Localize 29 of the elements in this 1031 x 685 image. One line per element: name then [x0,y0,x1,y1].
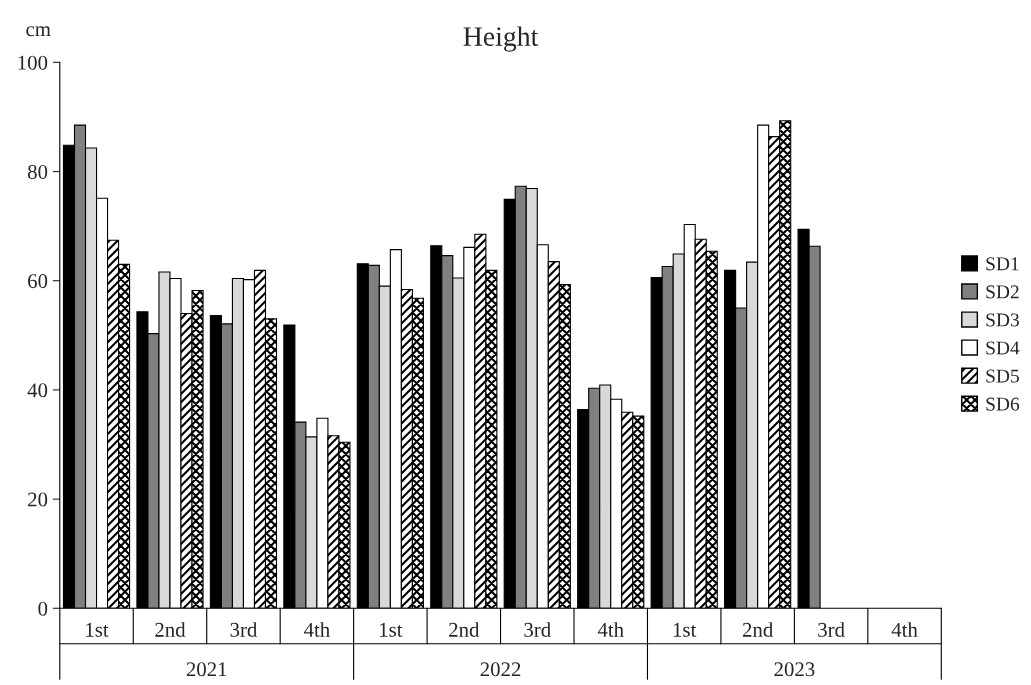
text: 2022 [480,662,521,677]
text: 2021 [186,662,227,677]
chart-title: Height [463,26,539,52]
legend-label: SD2 [986,285,1019,299]
x-tick-label: 1st [380,622,403,637]
x-tick-label: 3rd [230,622,258,637]
x-tick-label: 1st [673,622,697,637]
x-tick-label: 2nd [449,622,480,637]
legend-label: SD1 [986,257,1019,271]
y-tick-label: 60 [28,274,48,289]
x-tick-label: 3rd [818,622,845,637]
legend-label: SD6 [986,397,1020,411]
y-tick-label: 0 [38,601,48,616]
legend-label: SD4 [986,341,1020,355]
x-tick-label: 4th [597,622,624,637]
y-tick-label: 40 [27,383,48,398]
x-tick-label: 3rd [524,622,551,637]
x-tick-label: 4th [304,622,330,637]
legend-label: SD3 [986,313,1019,327]
x-tick-label: 4th [891,622,918,637]
x-tick-label: 2nd [742,622,774,637]
x-tick-label: 2nd [155,622,186,637]
y-tick-label: 100 [18,55,48,70]
y-axis-title: cm [26,26,51,37]
text: 2023 [774,662,815,677]
legend-label: SD5 [986,369,1019,383]
y-tick-label: 80 [27,164,48,179]
x-tick-label: 1st [86,622,109,637]
y-tick-label: 20 [28,492,48,507]
